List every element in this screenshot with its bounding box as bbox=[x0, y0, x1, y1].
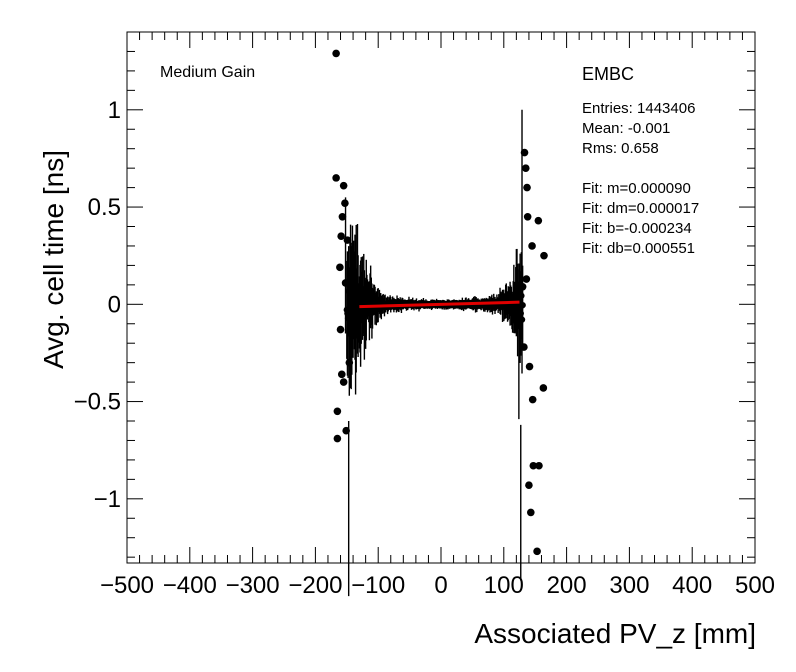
stat-spacer bbox=[582, 159, 699, 179]
data-point bbox=[341, 199, 349, 207]
y-tick-label: −1 bbox=[94, 486, 121, 513]
data-point bbox=[523, 212, 532, 221]
fit-dm: Fit: dm=0.000017 bbox=[582, 200, 700, 217]
profile-point bbox=[354, 285, 361, 293]
gain-label: Medium Gain bbox=[160, 64, 256, 81]
data-point bbox=[523, 183, 531, 192]
profile-point bbox=[346, 291, 354, 298]
x-tick-label: 0 bbox=[434, 572, 447, 599]
y-tick-label: −0.5 bbox=[74, 389, 121, 416]
profile-point bbox=[509, 310, 516, 317]
profile-point bbox=[359, 306, 367, 314]
data-point bbox=[333, 434, 342, 443]
data-point bbox=[528, 242, 536, 250]
x-ticks bbox=[126, 32, 756, 563]
data-point bbox=[333, 407, 342, 416]
data-point bbox=[338, 212, 347, 221]
profile-point bbox=[349, 308, 357, 315]
y-ticks bbox=[127, 31, 755, 558]
data-point bbox=[525, 481, 533, 489]
stat-mean: Mean: -0.001 bbox=[582, 120, 671, 137]
data-point bbox=[332, 49, 340, 58]
profile-point bbox=[517, 310, 524, 317]
data-point bbox=[522, 275, 531, 283]
x-tick-label: 500 bbox=[735, 572, 775, 599]
y-tick-label: 0 bbox=[108, 291, 121, 318]
profile-point bbox=[518, 292, 525, 299]
x-tick-label: −200 bbox=[288, 572, 342, 599]
region-label: EMBC bbox=[582, 64, 635, 84]
stat-entries: Entries: 1443406 bbox=[582, 100, 696, 117]
fit-m: Fit: m=0.000090 bbox=[582, 180, 691, 197]
data-point bbox=[339, 181, 348, 190]
fit-db: Fit: db=0.000551 bbox=[582, 240, 696, 257]
data-point bbox=[535, 461, 543, 470]
x-tick-label: 200 bbox=[547, 572, 587, 599]
data-point bbox=[336, 325, 345, 334]
data-point bbox=[342, 426, 350, 435]
stats-box: Entries: 1443406 Mean: -0.001 Rms: 0.658… bbox=[582, 99, 699, 259]
data-point bbox=[534, 216, 543, 225]
x-tick-label: 100 bbox=[484, 572, 524, 599]
x-tick-label: −300 bbox=[226, 572, 280, 599]
fit-b: Fit: b=-0.000234 bbox=[582, 220, 692, 237]
profile-point bbox=[519, 301, 526, 309]
data-point bbox=[341, 279, 350, 287]
y-tick-label: 1 bbox=[108, 97, 121, 124]
data-point bbox=[520, 148, 529, 157]
stat-rms: Rms: 0.658 bbox=[582, 140, 659, 157]
profile-point bbox=[352, 314, 359, 321]
data-point bbox=[345, 358, 354, 367]
data-point bbox=[337, 232, 345, 241]
x-tick-label: 400 bbox=[672, 572, 712, 599]
data-point bbox=[518, 283, 527, 291]
y-tick-label: 0.5 bbox=[88, 194, 121, 221]
x-tick-label: −400 bbox=[163, 572, 217, 599]
data-point bbox=[528, 395, 537, 404]
data-point bbox=[332, 174, 340, 182]
data-point bbox=[520, 343, 528, 351]
data-point bbox=[336, 263, 344, 272]
profile-point bbox=[349, 277, 356, 284]
data-point bbox=[339, 378, 348, 386]
data-point bbox=[539, 384, 548, 392]
x-tick-labels: −500 −400 −300 −200 −100 0 100 200 300 400 500 bbox=[100, 572, 775, 599]
x-axis-title: Associated PV_z [mm] bbox=[474, 618, 756, 649]
profile-point bbox=[353, 295, 360, 302]
x-tick-label: 300 bbox=[609, 572, 649, 599]
profile-point bbox=[346, 328, 353, 335]
data-point bbox=[533, 547, 541, 556]
y-axis-title: Avg. cell time [ns] bbox=[38, 150, 69, 369]
error-bars bbox=[344, 109, 524, 597]
data-point bbox=[529, 461, 538, 470]
profile-point bbox=[344, 310, 351, 317]
data-point bbox=[521, 164, 530, 172]
profile-point bbox=[518, 316, 526, 323]
data-point bbox=[343, 236, 352, 244]
x-tick-label: −100 bbox=[351, 572, 405, 599]
fit-line bbox=[359, 300, 520, 309]
data-point bbox=[527, 508, 535, 517]
x-tick-label: −500 bbox=[100, 572, 154, 599]
y-tick-labels: −1 −0.5 0 0.5 1 bbox=[74, 97, 121, 513]
data-point bbox=[540, 251, 548, 260]
data-point bbox=[525, 362, 534, 371]
data-point bbox=[337, 370, 346, 379]
